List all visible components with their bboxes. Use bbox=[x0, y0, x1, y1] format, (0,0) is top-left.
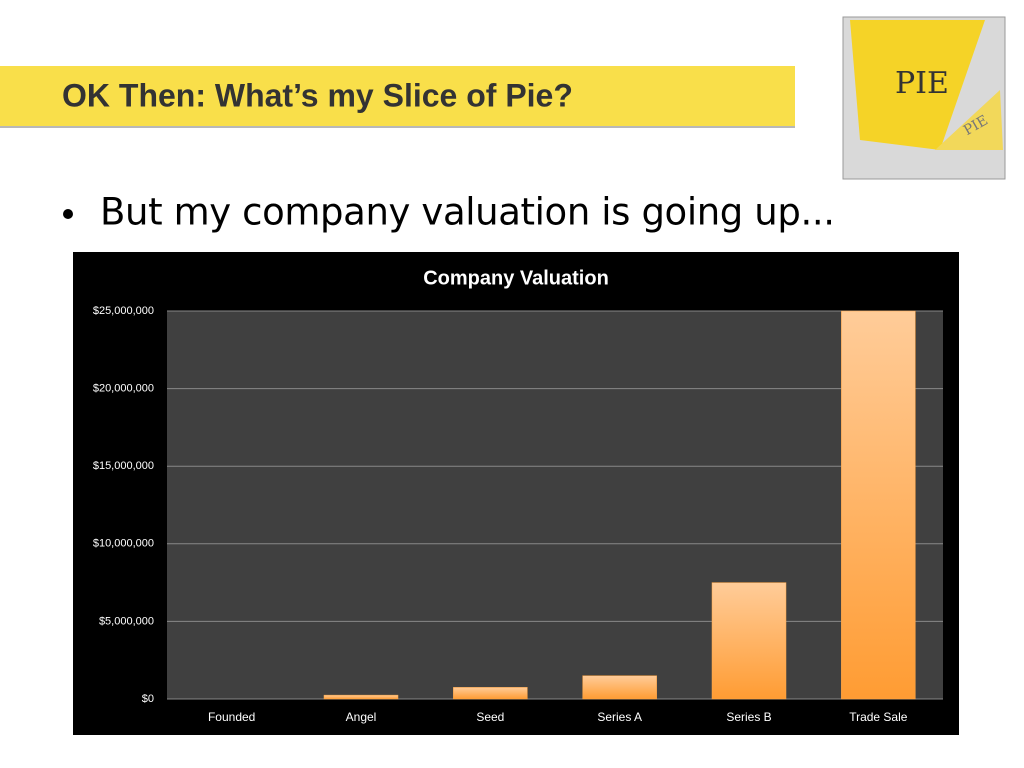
x-tick-label: Founded bbox=[208, 710, 255, 724]
chart: $0 $5,000,000 $10,000,000 $15,000,000 $20,00… bbox=[93, 305, 943, 724]
x-tick-label: Series B bbox=[726, 710, 771, 724]
bullet-dot bbox=[63, 209, 73, 219]
bar bbox=[323, 694, 399, 700]
bar bbox=[582, 675, 657, 700]
x-tick-label: Trade Sale bbox=[849, 710, 908, 724]
y-tick-label: $10,000,000 bbox=[93, 538, 154, 550]
bullet-text: But my company valuation is going up... bbox=[100, 191, 835, 234]
y-tick-label: $20,000,000 bbox=[93, 383, 154, 395]
plot-area bbox=[167, 311, 943, 699]
title-band bbox=[0, 66, 795, 127]
slide-title: OK Then: What’s my Slice of Pie? bbox=[62, 77, 573, 113]
photo-text: PIE bbox=[895, 66, 949, 101]
pie-photo: PIE PIE bbox=[842, 16, 1006, 180]
x-tick-label: Series A bbox=[597, 710, 642, 724]
bar bbox=[711, 582, 787, 700]
y-tick-label: $5,000,000 bbox=[99, 615, 154, 627]
y-tick-label: $0 bbox=[142, 693, 154, 705]
x-tick-label: Seed bbox=[476, 710, 504, 724]
y-tick-label: $15,000,000 bbox=[93, 460, 154, 472]
photo-shape bbox=[850, 20, 985, 150]
bar bbox=[841, 310, 916, 700]
x-tick-label: Angel bbox=[346, 710, 377, 724]
photo-shape bbox=[935, 90, 1003, 150]
bar bbox=[453, 687, 528, 700]
chart-title: Company Valuation bbox=[423, 267, 609, 289]
y-tick-label: $25,000,000 bbox=[93, 305, 154, 317]
